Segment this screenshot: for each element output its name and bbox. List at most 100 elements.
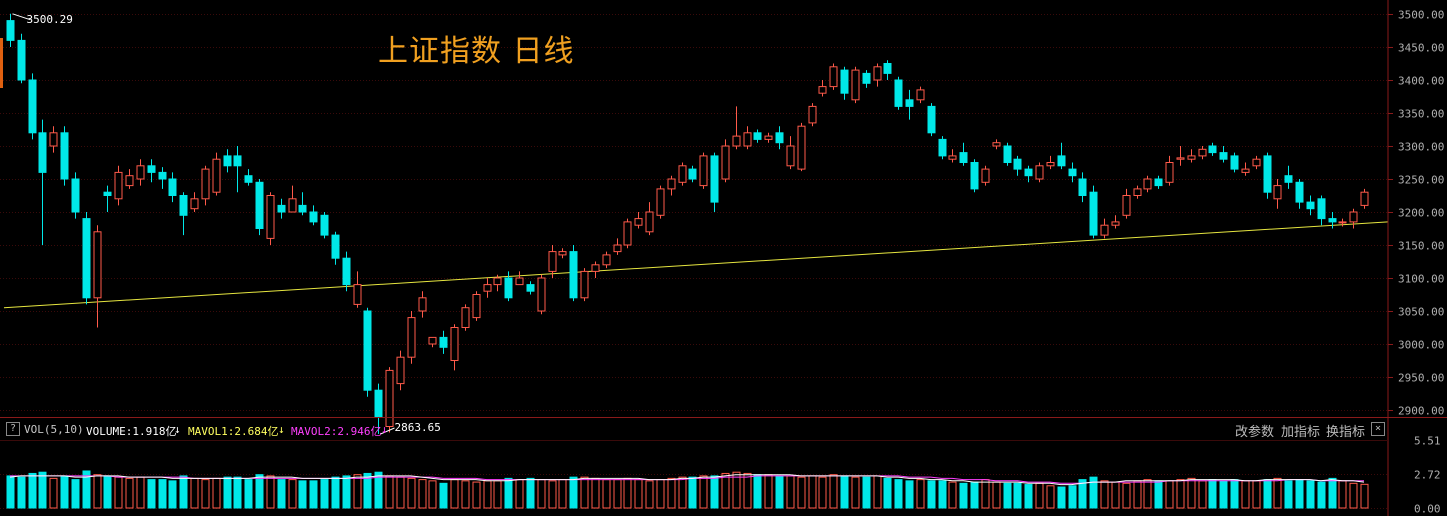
volume-bar: [732, 471, 741, 509]
volume-bar: [938, 480, 947, 509]
volume-bar: [407, 477, 416, 509]
candle: [591, 261, 600, 278]
candle: [1208, 142, 1217, 156]
chart-title: 上证指数 日线: [378, 34, 575, 69]
volume-bar: [266, 475, 275, 509]
candle: [114, 165, 123, 206]
volume-indicator-name: VOL(5,10): [24, 423, 84, 436]
volume-bar: [862, 476, 871, 509]
volume-bar: [1003, 482, 1012, 509]
candle-body: [1208, 145, 1217, 154]
volume-bar: [342, 475, 351, 509]
candle-body: [223, 155, 232, 167]
volume-bar: [710, 475, 719, 509]
candle: [753, 129, 762, 143]
candle-body: [873, 66, 882, 81]
volume-bar: [548, 480, 557, 509]
volume-bar: [1338, 480, 1347, 509]
change-params-button[interactable]: 改参数: [1235, 425, 1275, 440]
candle-body: [450, 327, 459, 361]
candle: [580, 268, 589, 302]
candle: [407, 311, 416, 364]
volume-bar: [49, 477, 58, 509]
candle-body: [1057, 155, 1066, 167]
candle: [537, 274, 546, 315]
candle: [212, 152, 221, 196]
volume-bar: [1035, 482, 1044, 509]
candle-body: [472, 294, 481, 319]
volume-bar: [569, 476, 578, 509]
candle: [645, 202, 654, 236]
candle-body: [147, 165, 156, 173]
candle-body: [634, 218, 643, 226]
candle: [1003, 142, 1012, 166]
close-icon[interactable]: ×: [1371, 422, 1385, 436]
candle-body: [1317, 198, 1326, 220]
volume-bar: [223, 476, 232, 509]
candle-body: [385, 369, 394, 427]
help-button[interactable]: ?: [6, 422, 20, 436]
candle: [1295, 179, 1304, 209]
candle-body: [710, 155, 719, 203]
volume-bar: [331, 476, 340, 509]
candle: [959, 142, 968, 166]
candle-body: [959, 152, 968, 164]
volume-bar: [439, 482, 448, 509]
candle: [775, 126, 784, 150]
candle: [634, 212, 643, 229]
candle-body: [667, 178, 676, 190]
candle: [6, 13, 15, 47]
price-tick-label: 3400.00: [1398, 75, 1444, 88]
volume-bar: [1306, 480, 1315, 509]
volume-bar: [634, 479, 643, 509]
active-indicator: [0, 38, 3, 88]
candle: [17, 33, 26, 84]
candle: [190, 192, 199, 212]
volume-bar: [1208, 479, 1217, 509]
add-indicator-button[interactable]: 加指标: [1281, 425, 1321, 440]
volume-bar: [418, 479, 427, 509]
candle-body: [1230, 155, 1239, 170]
volume-bar: [1230, 479, 1239, 509]
volume-bar: [93, 474, 102, 509]
candle: [255, 179, 264, 236]
volume-bar: [1133, 480, 1142, 509]
candle: [569, 245, 578, 302]
volume-bar: [537, 479, 546, 509]
volume-bar: [298, 480, 307, 509]
candle-body: [38, 132, 47, 173]
volume-bar: [1111, 481, 1120, 509]
candle: [353, 271, 362, 308]
candle-body: [1024, 168, 1033, 177]
price-tick-label: 3050.00: [1398, 306, 1444, 319]
volume-bar: [1252, 480, 1261, 509]
candle: [981, 165, 990, 186]
candle-body: [992, 142, 1001, 147]
candle-body: [1122, 195, 1131, 216]
candle-body: [71, 178, 80, 213]
candle-body: [797, 125, 806, 170]
candle-body: [1284, 175, 1293, 183]
volume-bar: [916, 479, 925, 509]
candle: [938, 136, 947, 160]
candle-body: [103, 191, 112, 196]
volume-bar: [645, 480, 654, 509]
candle-body: [255, 181, 264, 230]
volume-bar: [244, 479, 253, 509]
candle-body: [168, 178, 177, 196]
candle-body: [1273, 185, 1282, 200]
candle-body: [125, 175, 134, 187]
candle-body: [743, 132, 752, 147]
volume-bar: [1284, 480, 1293, 509]
volume-bar: [1176, 479, 1185, 509]
volume-bars: [6, 470, 1369, 509]
candle-body: [179, 195, 188, 216]
volume-bar: [374, 471, 383, 509]
candle: [147, 159, 156, 183]
candle-body: [818, 86, 827, 94]
switch-indicator-button[interactable]: 换指标: [1326, 425, 1366, 440]
volume-bar: [558, 479, 567, 509]
mavol1-arrow-icon: ↓: [278, 423, 285, 436]
volume-bar: [1143, 479, 1152, 509]
